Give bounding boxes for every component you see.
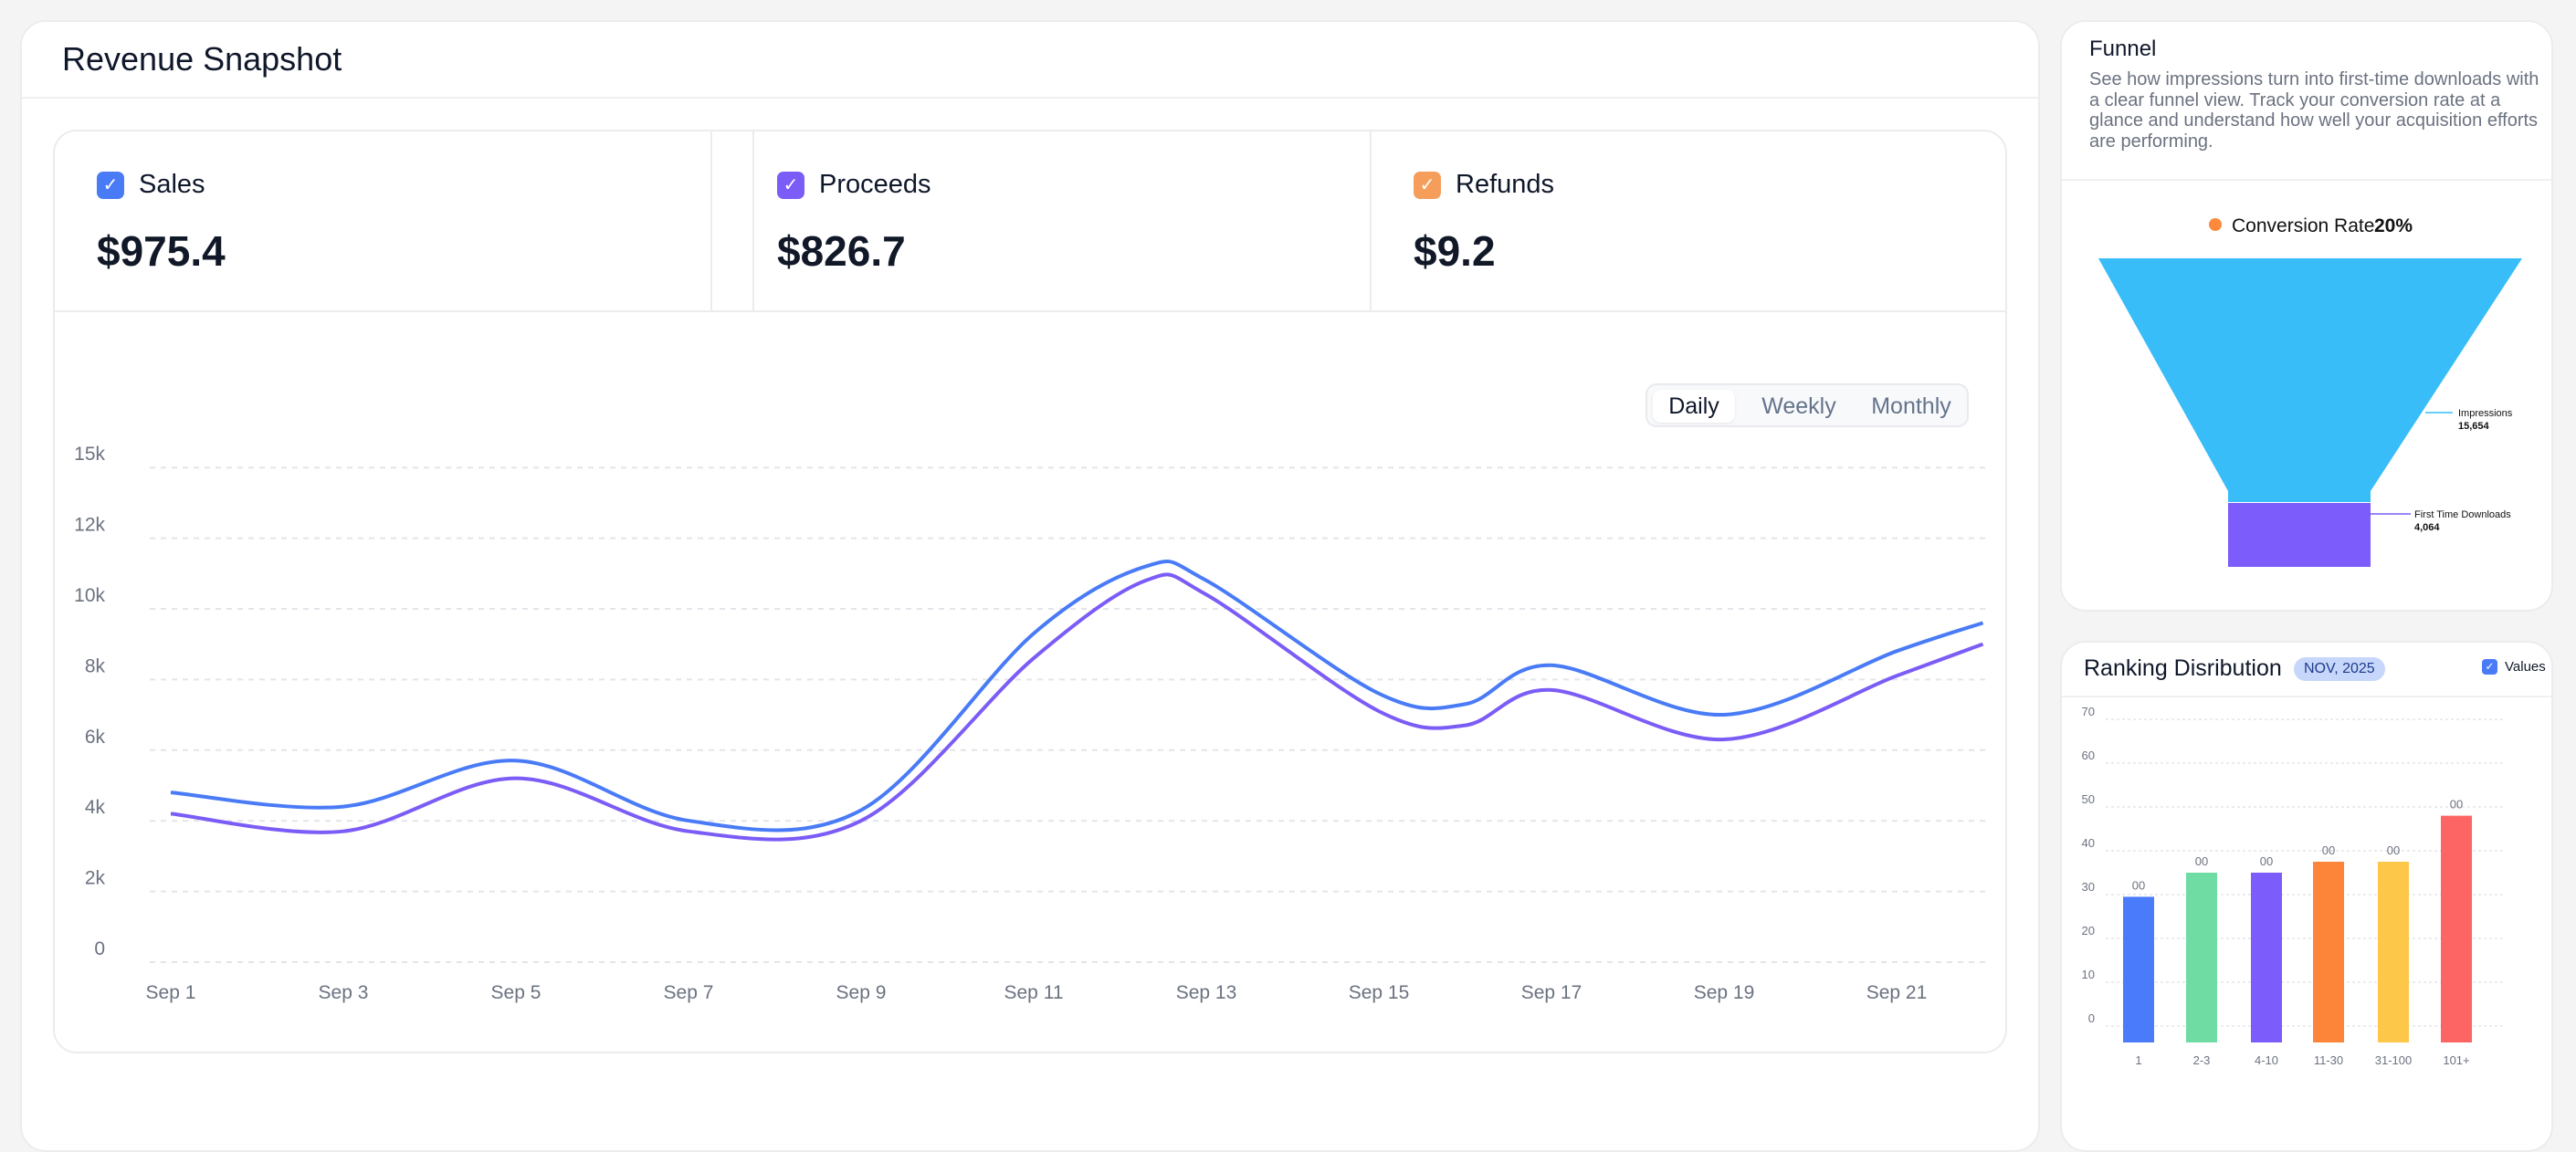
stat-label: Refunds <box>1456 170 1555 199</box>
stat-label: Sales <box>139 170 205 199</box>
x-tick-label: Sep 13 <box>1176 982 1237 1003</box>
divider <box>2062 179 2551 181</box>
divider <box>22 97 2038 99</box>
stage-label: First Time Downloads <box>2414 509 2511 520</box>
y-tick-label: 8k <box>85 655 106 676</box>
conversion-value: 20% <box>2374 215 2413 236</box>
bar-data-label: 00 <box>2195 854 2208 868</box>
funnel-stage-impressions <box>2098 258 2522 502</box>
legend-label: Values <box>2505 659 2546 675</box>
bar-chart: 0 10 20 30 40 50 60 70 00 1 00 2-3 00 4-10 00 11-30 00 31… <box>2082 705 2503 1067</box>
x-tick-label: Sep 5 <box>491 982 541 1003</box>
funnel-title: Funnel <box>2089 37 2157 61</box>
x-tick-label: Sep 7 <box>664 982 714 1003</box>
x-tick-label: Sep 15 <box>1349 982 1410 1003</box>
y-tick-label: 50 <box>2082 792 2095 806</box>
y-tick-label: 0 <box>94 938 105 959</box>
y-tick-label: 0 <box>2088 1011 2095 1025</box>
bar-4-10 <box>2251 873 2282 1042</box>
x-tick-label: 1 <box>2135 1053 2141 1067</box>
funnel-description: See how impressions turn into first-time… <box>2089 69 2539 152</box>
y-tick-label: 30 <box>2082 880 2095 894</box>
values-legend[interactable]: ✓ Values <box>2482 659 2546 675</box>
refunds-checkbox[interactable]: ✓ <box>1414 172 1441 199</box>
ranking-distribution-card: Ranking Disribution NOV, 2025 ✓ Values 0… <box>2060 641 2553 1152</box>
proceeds-checkbox[interactable]: ✓ <box>777 172 804 199</box>
funnel-stage-downloads <box>2228 503 2371 567</box>
y-tick-label: 6k <box>85 727 106 748</box>
y-tick-label: 4k <box>85 797 106 818</box>
stage-value: 15,654 <box>2458 421 2490 432</box>
y-tick-label: 70 <box>2082 705 2095 718</box>
bar-31-100 <box>2378 862 2409 1042</box>
y-tick-label: 20 <box>2082 924 2095 937</box>
y-tick-label: 60 <box>2082 749 2095 762</box>
series-line-sales <box>170 560 1984 833</box>
stat-refunds: ✓ Refunds $9.2 <box>1372 131 2007 310</box>
bar-data-label: 00 <box>2450 798 2463 812</box>
x-tick-label: Sep 17 <box>1521 982 1582 1003</box>
revenue-chart-panel: ✓ Sales $975.4 ✓ Proceeds $826.7 ✓ Refun… <box>53 130 2007 1053</box>
x-tick-label: Sep 19 <box>1694 982 1755 1003</box>
bar-data-label: 00 <box>2322 843 2335 857</box>
line-chart: 0 2k 4k 6k 8k 10k 12k 15k Sep 1 Sep 3 Sep 5 Sep 7 Se… <box>74 444 1985 1003</box>
divider <box>55 310 2005 312</box>
bar-2-3 <box>2186 873 2217 1042</box>
divider <box>752 131 754 310</box>
divider <box>710 131 712 310</box>
y-tick-label: 40 <box>2082 836 2095 850</box>
values-checkbox[interactable]: ✓ <box>2482 659 2497 675</box>
y-tick-label: 10k <box>74 585 105 606</box>
x-tick-label: Sep 3 <box>319 982 369 1003</box>
page-title: Revenue Snapshot <box>62 40 342 78</box>
ranking-title: Ranking Disribution <box>2084 655 2282 681</box>
stage-value: 4,064 <box>2414 522 2440 533</box>
series-line-proceeds <box>170 572 1984 842</box>
stat-proceeds: ✓ Proceeds $826.7 <box>735 131 1371 310</box>
y-tick-label: 12k <box>74 515 105 536</box>
bar-data-label: 00 <box>2387 843 2400 857</box>
x-tick-label: Sep 11 <box>1004 982 1064 1003</box>
stage-label: Impressions <box>2458 408 2513 419</box>
x-tick-label: Sep 1 <box>146 982 196 1003</box>
conversion-dot-icon <box>2209 218 2222 231</box>
y-tick-label: 2k <box>85 868 106 889</box>
bar-data-label: 00 <box>2260 854 2273 868</box>
toggle-monthly[interactable]: Monthly <box>1871 393 1951 419</box>
x-tick-label: Sep 21 <box>1866 982 1928 1003</box>
funnel-chart: Conversion Rate 20% Impressions 15,654 First… <box>2098 215 2522 567</box>
bar-data-label: 00 <box>2132 878 2145 892</box>
stat-sales: ✓ Sales $975.4 <box>55 131 710 310</box>
bar-101+ <box>2441 815 2472 1042</box>
stat-label: Proceeds <box>819 170 931 199</box>
funnel-card: Funnel See how impressions turn into fir… <box>2060 20 2553 612</box>
toggle-weekly[interactable]: Weekly <box>1761 393 1836 419</box>
x-tick-label: 101+ <box>2443 1053 2469 1067</box>
toggle-daily[interactable]: Daily <box>1653 390 1735 423</box>
x-tick-label: 4-10 <box>2255 1053 2278 1067</box>
bar-11-30 <box>2313 862 2344 1042</box>
x-tick-label: 11-30 <box>2314 1053 2343 1067</box>
stat-value: $9.2 <box>1414 227 1496 275</box>
y-tick-label: 10 <box>2082 968 2095 981</box>
revenue-snapshot-card: Revenue Snapshot ✓ Sales $975.4 ✓ Procee… <box>20 20 2040 1152</box>
date-badge[interactable]: NOV, 2025 <box>2294 657 2385 681</box>
x-tick-label: 31-100 <box>2375 1053 2412 1067</box>
conversion-label: Conversion Rate <box>2232 215 2374 236</box>
stat-value: $826.7 <box>777 227 906 275</box>
bar-1 <box>2123 896 2154 1042</box>
stat-value: $975.4 <box>97 227 226 275</box>
period-toggle: Daily Weekly Monthly <box>1645 383 1969 427</box>
y-tick-label: 15k <box>74 444 105 465</box>
sales-checkbox[interactable]: ✓ <box>97 172 124 199</box>
divider <box>2062 696 2551 697</box>
x-tick-label: 2-3 <box>2193 1053 2211 1067</box>
divider <box>1370 131 1372 310</box>
x-tick-label: Sep 9 <box>836 982 887 1003</box>
